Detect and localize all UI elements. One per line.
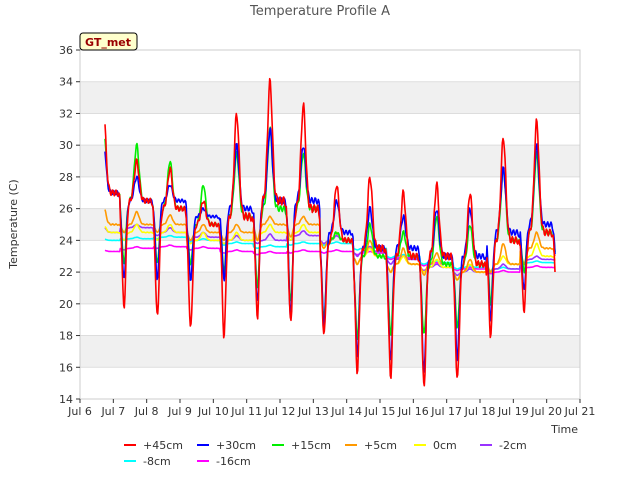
y-tick-label: 34 [59,76,73,89]
y-tick-label: 30 [59,139,73,152]
y-tick-label: 26 [59,203,73,216]
y-tick-label: 36 [59,44,73,57]
chart-title: Temperature Profile A [249,4,390,19]
legend-label: +30cm [216,439,256,452]
x-tick-label: Jul 14 [330,405,362,418]
legend-label: +15cm [291,439,331,452]
y-tick-label: 22 [59,266,73,279]
legend-label: +5cm [364,439,397,452]
plot-band [80,145,580,177]
series-line-16cm [104,244,556,275]
series-line-30cm [104,127,556,373]
y-tick-label: 14 [59,393,73,406]
x-tick-label: Jul 21 [564,405,596,418]
series-line-45cm [104,77,556,387]
gt-met-annotation: GT_met [79,32,138,51]
x-tick-label: Jul 18 [464,405,496,418]
x-tick-label: Jul 7 [100,405,125,418]
y-tick-label: 24 [59,234,73,247]
x-axis: Jul 6 Jul 7 Jul 8 Jul 9 Jul 10 Jul 11 Jul 12 Ju… [67,399,595,418]
x-tick-label: Jul 19 [497,405,529,418]
y-tick-label: 20 [59,298,73,311]
x-tick-label: Jul 20 [530,405,562,418]
x-tick-label: Jul 13 [297,405,329,418]
y-tick-label: 16 [59,361,73,374]
series-lines [104,77,556,387]
x-tick-label: Jul 8 [134,405,159,418]
plot-frame [79,49,581,400]
y-tick-label: 28 [59,171,73,184]
x-tick-label: Jul 6 [67,405,92,418]
y-axis: 14 16 18 20 22 24 26 28 30 32 34 36 [59,44,80,406]
legend-label: 0cm [433,439,457,452]
x-tick-label: Jul 11 [230,405,262,418]
x-axis-label: Time [550,423,578,436]
plot-band [80,81,580,114]
y-tick-label: 32 [59,107,73,120]
legend-label: -2cm [499,439,527,452]
annotation-box [79,32,138,51]
plot-bands [80,81,580,368]
x-tick-label: Jul 12 [264,405,296,418]
annotation-label: GT_met [85,36,131,49]
x-tick-label: Jul 17 [430,405,462,418]
y-tick-label: 18 [59,330,73,343]
x-tick-label: Jul 9 [167,405,192,418]
y-axis-label: Temperature (C) [7,179,20,269]
legend-label: +45cm [143,439,183,452]
x-tick-label: Jul 16 [397,405,429,418]
plot-band [80,272,580,304]
plot-band [80,335,580,368]
x-tick-label: Jul 15 [364,405,396,418]
legend: +45cm +30cm +15cm +5cm 0cm -2cm -8cm -16cm [124,439,527,468]
legend-label: -16cm [216,455,251,468]
legend-label: -8cm [143,455,171,468]
x-tick-label: Jul 10 [197,405,229,418]
